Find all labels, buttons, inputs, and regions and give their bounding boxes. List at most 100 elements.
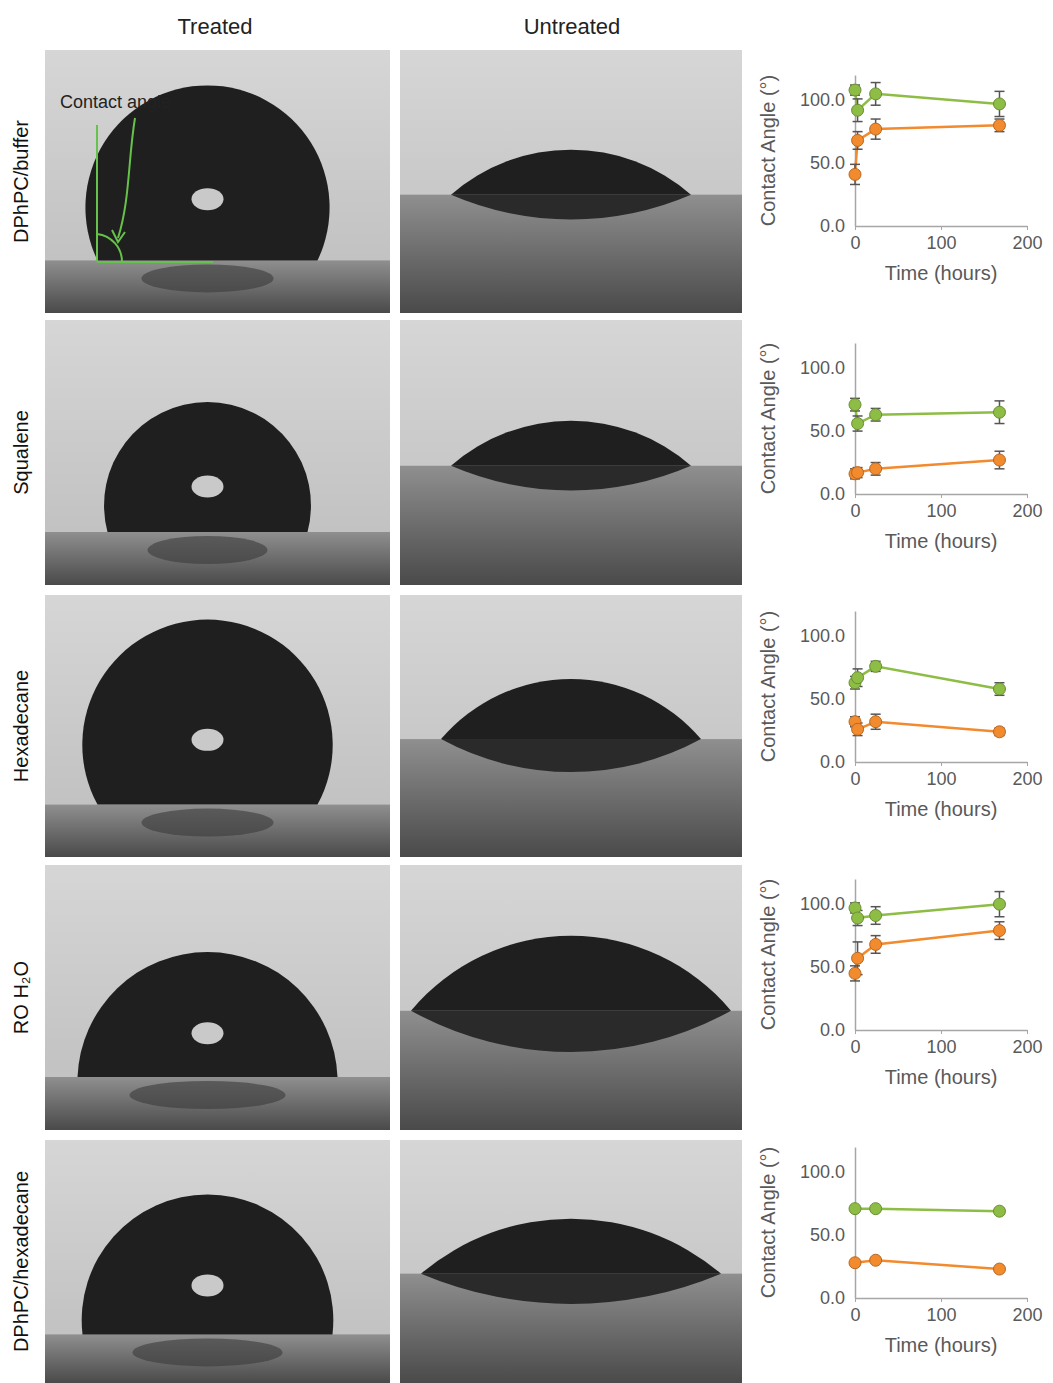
data-point [993,925,1005,937]
y-tick-label: 100.0 [800,626,845,646]
y-tick: 50.0 [810,421,855,441]
y-tick-label: 0.0 [820,484,845,504]
data-point [852,134,864,146]
error-bar [871,714,881,729]
y-tick: 100.0 [800,894,855,914]
error-bar [853,416,863,431]
x-tick: 100 [926,1030,956,1057]
x-tick: 100 [926,762,956,789]
error-bar [871,936,881,954]
substrate [400,739,742,857]
error-bar-cap [994,116,1004,118]
annotation-text: Contact angle [60,92,171,112]
y-tick: 100.0 [800,626,855,646]
x-tick: 0 [850,226,860,253]
x-tick: 0 [850,494,860,521]
x-tick: 100 [926,1298,956,1325]
data-point [870,1254,882,1266]
x-tick-label: 100 [926,1305,956,1325]
data-point [870,938,882,950]
error-bar [853,99,863,122]
chart: Hexadecane0.050.0100.00100200Time (hours… [10,611,1043,820]
droplet-reflection [142,264,274,292]
data-point [870,660,882,672]
column-header: Untreated [524,14,621,39]
photo-panel [45,595,390,857]
data-point [993,726,1005,738]
column-header: Treated [177,14,252,39]
y-tick-label: 0.0 [820,1288,845,1308]
droplet-reflection [133,1338,283,1366]
substrate [45,260,390,313]
droplet-reflection [142,809,274,837]
x-tick-label: 100 [926,1037,956,1057]
x-tick-mark [855,1298,856,1302]
x-axis-title: Time (hours) [885,1334,998,1356]
error-bar-cap [850,965,860,967]
error-bar [850,966,860,981]
error-bar [853,910,863,925]
error-bar-cap [853,98,863,100]
annotation-arrowhead [112,230,125,242]
x-axis: 0 100 200 [850,226,1042,253]
figure: TreatedUntreatedContact angleDPhPC/buffe… [0,0,1053,1383]
y-axis: 0.050.0100.0 [800,880,856,1041]
photo-background [45,50,390,313]
x-tick-label: 100 [926,769,956,789]
x-tick-label: 200 [1012,769,1042,789]
data-point [852,104,864,116]
data-point [870,88,882,100]
y-axis-title: Contact Angle (°) [757,1147,779,1298]
droplet [421,1219,721,1274]
error-bar-cap [994,939,1004,941]
error-bar [853,132,863,150]
annotation-line [97,261,213,263]
x-tick-mark [941,1030,942,1034]
error-bar-cap [994,400,1004,402]
photo-background [45,865,390,1130]
data-point [870,1203,882,1215]
error-bar-cap [853,415,863,417]
error-bar-cap [871,104,881,106]
annotation-arc [97,234,122,262]
x-tick: 100 [926,226,956,253]
substrate [400,1274,742,1383]
plot-area [849,1203,1005,1275]
error-bar [994,451,1004,469]
y-tick-label: 50.0 [810,689,845,709]
x-tick-label: 100 [926,233,956,253]
x-tick-label: 200 [1012,233,1042,253]
error-bar-cap [853,925,863,927]
error-bar-cap [871,729,881,731]
data-point [849,84,861,96]
x-axis-title: Time (hours) [885,1066,998,1088]
x-tick-mark [1027,226,1028,230]
series-line [855,931,999,974]
y-axis-title: Contact Angle (°) [757,879,779,1030]
substrate [400,1011,742,1130]
row-label: RO H₂O [10,961,32,1034]
photo-panel [45,50,390,313]
error-bar-cap [850,164,860,166]
y-tick: 50.0 [810,153,855,173]
error-bar [850,164,860,184]
data-point [870,123,882,135]
contact-angle-annotation: Contact angle [60,92,213,262]
row-label: DPhPC/hexadecane [10,1171,32,1352]
error-bar [871,119,881,139]
droplet-highlight [192,1274,224,1296]
annotation-line [96,125,98,262]
x-tick-mark [855,762,856,766]
photo-background [400,50,742,313]
x-tick-label: 200 [1012,501,1042,521]
x-axis-title: Time (hours) [885,798,998,820]
annotation-arrow [118,118,135,238]
data-point [849,1203,861,1215]
error-bar-cap [871,906,881,908]
error-bar [871,408,881,421]
error-bar-cap [853,941,863,943]
x-axis: 0100200 [850,762,1042,789]
data-point [993,683,1005,695]
error-bar-cap [994,468,1004,470]
data-point [870,716,882,728]
